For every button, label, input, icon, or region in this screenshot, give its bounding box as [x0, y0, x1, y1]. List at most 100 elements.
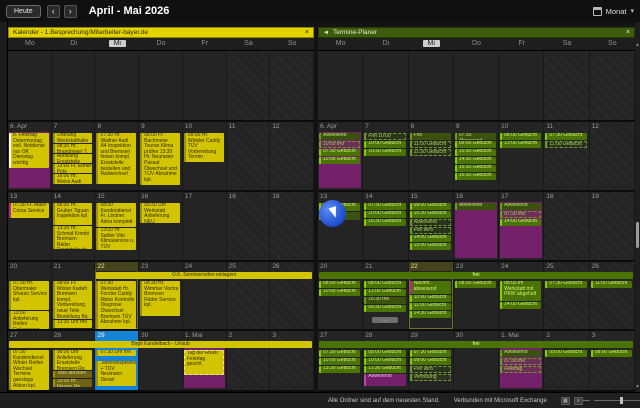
calendar-event[interactable]: 08:00 Gebucht	[319, 281, 361, 288]
normal-view-icon[interactable]: ▦	[560, 396, 570, 405]
day-cell-9[interactable]: 9 08:00 Fr. Bachmeier Touran Klima prüfen…	[139, 122, 183, 190]
calendar-event[interactable]: Vertretung	[409, 374, 451, 381]
calendar-event[interactable]: 08:00 Fr. Winter Kadett Bremsen kompl. V…	[52, 281, 93, 319]
calendar-event[interactable]: 13:00 Fr. Ebner Polo	[52, 164, 93, 173]
calendar-event[interactable]: 10:00 Gebucht	[409, 295, 451, 302]
multiday-event-banner[interactable]: Birgit Kandelbach - Urlaub	[9, 341, 312, 348]
calendar-event[interactable]: 07:30 Gebucht	[545, 281, 587, 288]
day-cell-3[interactable]: 3 08:00 Gebucht	[589, 331, 635, 390]
day-cell-17[interactable]: 17 Abwesend 07:30 frei 14:00 Gebucht	[499, 192, 545, 260]
calendar-event[interactable]: 07:30 Gebucht	[319, 149, 361, 156]
calendar-event[interactable]: 09:00 Gebucht	[409, 203, 451, 210]
calendar-event[interactable]: 09:30 Uhr Werkstatt Anlieferung NEU	[140, 203, 180, 223]
day-cell-29[interactable]: 29 07:30 Gebucht 09:00 Gebucht Frei wird Ver…	[409, 331, 454, 390]
day-cell[interactable]	[226, 51, 271, 120]
calendar-event[interactable]: 07:30 Hr. Wallner Audi A4 Inspektion und…	[96, 133, 137, 184]
calendar-event[interactable]: 11:00 Gebucht	[590, 281, 632, 288]
day-cell-14[interactable]: 14 07:30 Gebucht 10:00 Gebucht 16:30 Gebuch…	[363, 192, 409, 260]
calendar-event[interactable]: 16:30 Gebucht	[364, 219, 406, 226]
calendar-event[interactable]: 07:30 frei	[500, 211, 542, 218]
calendar-event[interactable]: Jahresinspektion + TÜV Neumann Diesel	[96, 361, 137, 386]
calendar-event[interactable]: 07:30 Abwesend	[454, 133, 497, 140]
day-cell-15[interactable]: 15 08:00 Kundendienst Fr. Lindner Astra k…	[95, 192, 140, 260]
day-cell-2[interactable]: 2 09:00 Gebucht	[544, 331, 590, 390]
scroll-down-icon[interactable]: ▼	[635, 384, 640, 390]
calendar-event[interactable]: 09:00 Hr. Winkler Caddy TÜV Vorbereitung…	[183, 133, 224, 162]
calendar-event[interactable]: 08:00 Gebucht	[454, 281, 497, 288]
calendar-event[interactable]: 08:00 Gebucht	[364, 350, 406, 357]
day-cell-11[interactable]: 11	[226, 122, 271, 190]
day-cell-30[interactable]: 30	[139, 331, 183, 390]
calendar-event[interactable]: 15:00 Hr. Maurer Rq.	[52, 379, 93, 387]
calendar-event[interactable]: 08:00 Kundendienst Fr. Lindner Astra kom…	[96, 203, 137, 227]
calendar-event[interactable]: Frei 10:00	[364, 133, 406, 140]
day-cell-13[interactable]: 13 07:30 Fr. Maier Corsa Service	[8, 192, 52, 260]
calendar-event[interactable]: 08:00 Hr. Gruber Tiguan Inspektion kpl.	[52, 203, 93, 225]
calendar-event[interactable]: 07:30 Gebucht	[319, 350, 361, 357]
multiday-event-banner[interactable]: frei	[319, 272, 633, 279]
day-cell-24[interactable]: 24 08:00 im Werkstatt mit PKW abgeholt 14:…	[499, 262, 545, 329]
day-cell[interactable]	[95, 51, 140, 120]
day-cell-21[interactable]: 21 08:00 Gebucht 11:00 Gebucht 16:30 frei 09…	[363, 262, 409, 329]
calendar-event[interactable]: 11:30 Gebucht	[364, 366, 406, 373]
calendar-event[interactable]: 09:00 Gebucht	[454, 141, 497, 148]
day-cell-15[interactable]: 15 09:00 Gebucht 10:30 Gebucht Abwesend Frei…	[409, 192, 454, 260]
calendar-event[interactable]: 07:30 Hr. Obermaier Sharan Service kpl.	[9, 281, 49, 310]
calendar-event[interactable]: 11:00 Gebucht	[545, 141, 587, 148]
calendar-event[interactable]: 07:30 frei	[500, 358, 542, 365]
calendar-event[interactable]: Feiertag	[500, 366, 542, 373]
calendar-event[interactable]: 13:30 Gebucht	[319, 366, 361, 373]
calendar-event[interactable]: 16:30 Gebucht	[454, 173, 497, 180]
day-cell-20[interactable]: 20 08:00 Gebucht 10:00 Gebucht	[318, 262, 364, 329]
day-cell[interactable]	[8, 51, 52, 120]
day-cell-14[interactable]: 14 08:00 Hr. Gruber Tiguan Inspektion kpl…	[52, 192, 96, 260]
day-cell[interactable]	[183, 51, 227, 120]
calendar-event[interactable]: Frei wird	[409, 366, 451, 373]
day-cell-27[interactable]: 27 07:30 Gebucht 10:00 Gebucht 13:30 Gebuch…	[318, 331, 364, 390]
calendar-event[interactable]: 07:30 Gebucht	[409, 350, 451, 357]
calendar-event[interactable]: 14:30 Gebucht	[454, 157, 497, 164]
zoom-slider[interactable]	[593, 397, 640, 404]
close-icon[interactable]: ×	[625, 29, 630, 36]
day-cell-1Mai[interactable]: 1. Mai Tag der Arbeit Feiertag geschl.	[183, 331, 227, 390]
calendar-event[interactable]: 09:00 Gebucht	[409, 358, 451, 365]
calendar-event[interactable]: 10:30 Gebucht	[364, 149, 406, 156]
day-cell-17[interactable]: 17	[183, 192, 227, 260]
overlay-arrow-icon[interactable]: ◄	[323, 29, 329, 36]
view-switcher[interactable]: Monat ▾	[592, 6, 634, 16]
day-cell-27[interactable]: 27 07:30 Kundendienst Winter Reifen Wechs…	[8, 331, 52, 390]
day-cell-8[interactable]: 8 07:30 Hr. Wallner Audi A4 Inspektion un…	[95, 122, 140, 190]
day-cell[interactable]	[139, 51, 183, 120]
day-cell-16[interactable]: 16 Abwesend	[454, 192, 500, 260]
multiday-event-banner[interactable]: O.K. Sommerreifen einlagern	[96, 272, 312, 279]
day-cell-16[interactable]: 16 09:30 Uhr Werkstatt Anlieferung NEU	[139, 192, 183, 260]
day-cell[interactable]	[318, 51, 364, 120]
day-cell-12[interactable]: 12	[589, 122, 635, 190]
calendar-event[interactable]: Abholung Ersatzteile	[52, 154, 93, 163]
calendar-event[interactable]: 13:30 Hr. Schmid Kombi Bremsen Räder Ers…	[52, 226, 93, 249]
reading-view-icon[interactable]: ≡	[573, 396, 583, 405]
multiday-event-banner[interactable]: frei	[319, 341, 633, 348]
calendar-event[interactable]: 10:30 Gebucht	[409, 211, 451, 218]
scroll-up-icon[interactable]: ▲	[635, 42, 640, 48]
calendar-event[interactable]: 14:00 Gebucht	[500, 219, 542, 226]
calendar-event[interactable]: 11:00 Gebucht	[364, 289, 406, 296]
collapsed-navigation-strip[interactable]	[0, 22, 8, 392]
day-cell[interactable]	[499, 51, 545, 120]
day-cell-29[interactable]: 29 07:30 Uhr frei Jahresinspektion + TÜV N…	[95, 331, 140, 390]
calendar-event[interactable]: 10:00 frei	[319, 141, 361, 148]
day-cell-19[interactable]: 19	[270, 192, 314, 260]
day-cell[interactable]	[589, 51, 635, 120]
calendar-event[interactable]: 07:30 Gebucht	[545, 133, 587, 140]
calendar-event[interactable]: 11:00 Gebucht	[409, 303, 451, 310]
calendar-event[interactable]: 08:00 Gebucht	[590, 350, 632, 357]
calendar-event[interactable]: 07:30 Uhr frei	[96, 350, 137, 356]
calendar-event[interactable]: Abwesend	[500, 203, 542, 210]
calendar-event[interactable]: 14:00 Gebucht	[409, 235, 451, 242]
vertical-scrollbar[interactable]: ▲ ▼	[635, 22, 640, 392]
more-events-button[interactable]: ...	[371, 317, 398, 323]
day-cell-2[interactable]: 2	[226, 331, 271, 390]
today-button[interactable]: Heute	[6, 4, 41, 18]
calendar-event[interactable]: Nachm. abwesend	[409, 281, 451, 294]
day-cell-10[interactable]: 10 08:00 Gebucht 13:00 Gebucht	[499, 122, 545, 190]
